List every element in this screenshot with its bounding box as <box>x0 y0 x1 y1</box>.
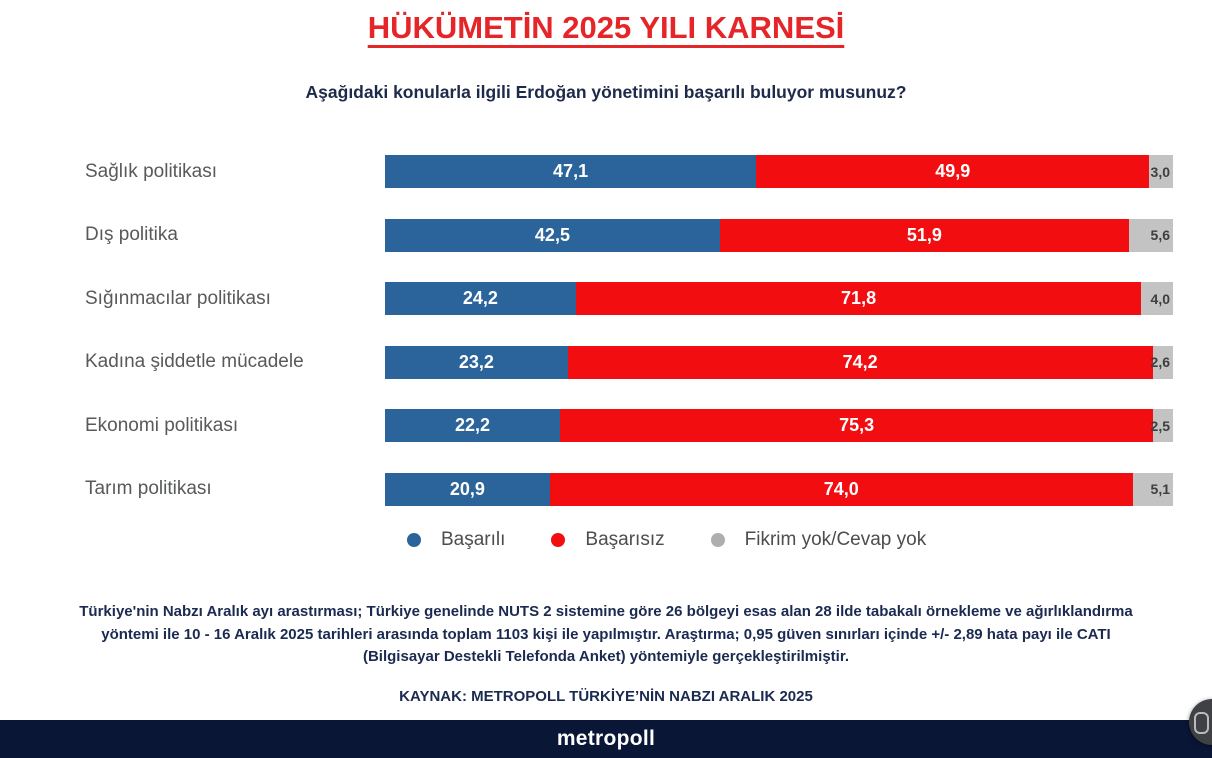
legend-label-fikrim-yok: Fikrim yok/Cevap yok <box>744 529 927 550</box>
bar-value-fikrim-yok: 5,1 <box>1150 481 1170 497</box>
bar-track: 23,2 74,2 2,6 <box>385 345 1173 379</box>
category-label: Dış politika <box>85 224 178 245</box>
bar-segment-fikrim-yok <box>1132 472 1173 506</box>
bar-segment-fikrim-yok <box>1153 409 1173 442</box>
category-label: Tarım politikası <box>85 478 212 499</box>
chart-title-text: HÜKÜMETİN 2025 YILI KARNESİ <box>367 10 845 45</box>
bar-value-fikrim-yok: 2,5 <box>1150 417 1170 434</box>
bar-chart: Sağlık politikası 47,1 49,9 3,0 Dış politika… <box>0 155 1173 536</box>
bar-segment-basarili: 22,2 <box>385 409 560 442</box>
bar-segment-basarisiz: 75,3 <box>559 409 1154 442</box>
bar-value-basarili: 22,2 <box>454 415 490 435</box>
bar-value-basarisiz: 74,2 <box>842 351 878 372</box>
bar-track: 22,2 75,3 2,5 <box>385 409 1173 442</box>
bar-track: 47,1 49,9 3,0 <box>385 155 1173 188</box>
legend-label-basarisiz: Başarısız <box>585 529 665 550</box>
bar-value-fikrim-yok: 3,0 <box>1150 163 1170 180</box>
bar-segment-basarisiz: 49,9 <box>756 155 1150 188</box>
category-label: Kadına şiddetle mücadele <box>85 351 304 372</box>
bar-segment-basarili: 23,2 <box>385 345 568 379</box>
category-label: Sığınmacılar politikası <box>85 287 271 309</box>
bar-value-fikrim-yok: 4,0 <box>1150 290 1170 307</box>
legend-item-fikrim-yok: Fikrim yok/Cevap yok <box>710 529 927 551</box>
brand-bar: metropoll <box>0 720 1212 758</box>
bar-row: Sığınmacılar politikası 24,2 71,8 4,0 <box>0 282 1173 315</box>
bar-segment-fikrim-yok <box>1128 218 1173 252</box>
bar-value-basarili: 24,2 <box>462 288 498 308</box>
bar-row: Tarım politikası 20,9 74,0 5,1 <box>0 472 1173 506</box>
bar-segment-basarisiz: 74,0 <box>549 472 1133 506</box>
bar-value-basarili: 20,9 <box>449 478 485 499</box>
bar-value-basarisiz: 75,3 <box>839 415 875 435</box>
chart-title: HÜKÜMETİN 2025 YILI KARNESİ <box>0 10 1212 46</box>
bar-row: Sağlık politikası 47,1 49,9 3,0 <box>0 155 1173 188</box>
bar-value-fikrim-yok: 5,6 <box>1150 227 1170 243</box>
bar-segment-basarili: 24,2 <box>385 282 576 315</box>
bar-row: Ekonomi politikası 22,2 75,3 2,5 <box>0 409 1173 442</box>
floating-overlay-button[interactable] <box>1189 699 1212 745</box>
overlay-button-icon <box>1194 712 1209 734</box>
bar-track: 20,9 74,0 5,1 <box>385 472 1173 506</box>
chart-legend: Başarılı Başarısız Fikrim yok/Cevap yok <box>407 529 926 551</box>
metropoll-logo: metropoll <box>556 727 656 750</box>
bar-track: 42,5 51,9 5,6 <box>385 218 1173 252</box>
bar-row: Dış politika 42,5 51,9 5,6 <box>0 218 1173 252</box>
bar-track: 24,2 71,8 4,0 <box>385 282 1173 315</box>
bar-row: Kadına şiddetle mücadele 23,2 74,2 2,6 <box>0 345 1173 379</box>
bar-segment-basarisiz: 51,9 <box>719 218 1129 252</box>
category-label: Ekonomi politikası <box>85 414 239 436</box>
bar-segment-fikrim-yok <box>1141 282 1173 315</box>
legend-item-basarili: Başarılı <box>407 529 505 551</box>
chart-subtitle: Aşağıdaki konularla ilgili Erdoğan yönet… <box>305 82 907 102</box>
source-line: KAYNAK: METROPOLL TÜRKİYE’NİN NABZI ARAL… <box>399 688 813 705</box>
bar-value-basarisiz: 51,9 <box>906 224 942 245</box>
bar-segment-fikrim-yok <box>1152 345 1173 379</box>
bar-segment-basarili: 20,9 <box>385 472 550 506</box>
bar-value-basarisiz: 49,9 <box>935 161 971 181</box>
legend-dot-basarili <box>407 533 421 547</box>
bar-segment-fikrim-yok <box>1149 155 1173 188</box>
legend-dot-basarisiz <box>551 533 566 547</box>
category-label: Sağlık politikası <box>85 160 218 182</box>
legend-label-basarili: Başarılı <box>441 529 506 550</box>
bar-value-basarisiz: 74,0 <box>823 478 859 499</box>
legend-item-basarisiz: Başarısız <box>551 529 665 551</box>
bar-value-basarili: 47,1 <box>553 161 589 181</box>
bar-value-fikrim-yok: 2,6 <box>1150 354 1170 370</box>
bar-segment-basarisiz: 74,2 <box>567 345 1153 379</box>
bar-segment-basarili: 47,1 <box>385 155 757 188</box>
bar-value-basarili: 23,2 <box>458 351 494 372</box>
bar-value-basarili: 42,5 <box>534 224 570 245</box>
bar-value-basarisiz: 71,8 <box>841 288 877 308</box>
legend-dot-fikrim-yok <box>710 533 725 547</box>
bar-segment-basarisiz: 71,8 <box>575 282 1142 315</box>
bar-segment-basarili: 42,5 <box>385 218 720 252</box>
methodology-note: Türkiye'nin Nabzı Aralık ayı arastırması… <box>79 603 1133 665</box>
